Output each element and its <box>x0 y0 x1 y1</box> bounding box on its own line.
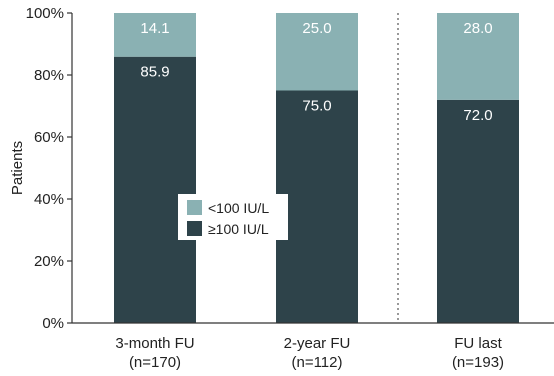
x-category-sublabel: (n=112) <box>291 354 342 371</box>
y-tick-label: 100% <box>26 5 64 22</box>
bar-segment-lt100 <box>276 13 358 91</box>
y-tick-label: 0% <box>42 315 64 332</box>
legend-label: <100 IU/L <box>208 200 269 216</box>
bar-value-label: 14.1 <box>140 20 169 37</box>
bars-group: 85.9 14.1 75.0 25.0 72.0 28.0 <box>114 13 519 324</box>
x-category-sublabel: (n=193) <box>452 354 504 371</box>
bar-segment-ge100 <box>276 90 358 323</box>
legend-swatch <box>187 200 202 215</box>
y-axis-label: Patients <box>9 141 26 195</box>
y-tick-label: 60% <box>34 129 64 146</box>
x-axis: 3-month FU (n=170) 2-year FU (n=112) FU last… <box>72 322 554 371</box>
bar-segment-ge100 <box>437 99 519 323</box>
bar-value-label: 72.0 <box>463 107 492 124</box>
bar-segment-ge100 <box>114 56 196 324</box>
bar-value-label: 28.0 <box>463 20 492 37</box>
x-category-label: FU last <box>454 335 502 352</box>
bar-segment-lt100 <box>437 13 519 100</box>
bar-segment-lt100 <box>114 13 196 57</box>
bar-value-label: 85.9 <box>140 64 169 81</box>
bar-value-label: 25.0 <box>302 20 331 37</box>
legend: <100 IU/L ≥100 IU/L <box>178 194 288 240</box>
bar-value-label: 75.0 <box>302 98 331 115</box>
legend-swatch <box>187 221 202 236</box>
x-category-label: 3-month FU <box>115 335 194 352</box>
y-tick-label: 40% <box>34 191 64 208</box>
y-tick-label: 20% <box>34 253 64 270</box>
y-tick-label: 80% <box>34 67 64 84</box>
legend-label: ≥100 IU/L <box>208 221 269 237</box>
y-axis: 0% 20% 40% 60% 80% 100% <box>26 5 73 332</box>
x-category-sublabel: (n=170) <box>129 354 181 371</box>
x-category-label: 2-year FU <box>284 335 351 352</box>
